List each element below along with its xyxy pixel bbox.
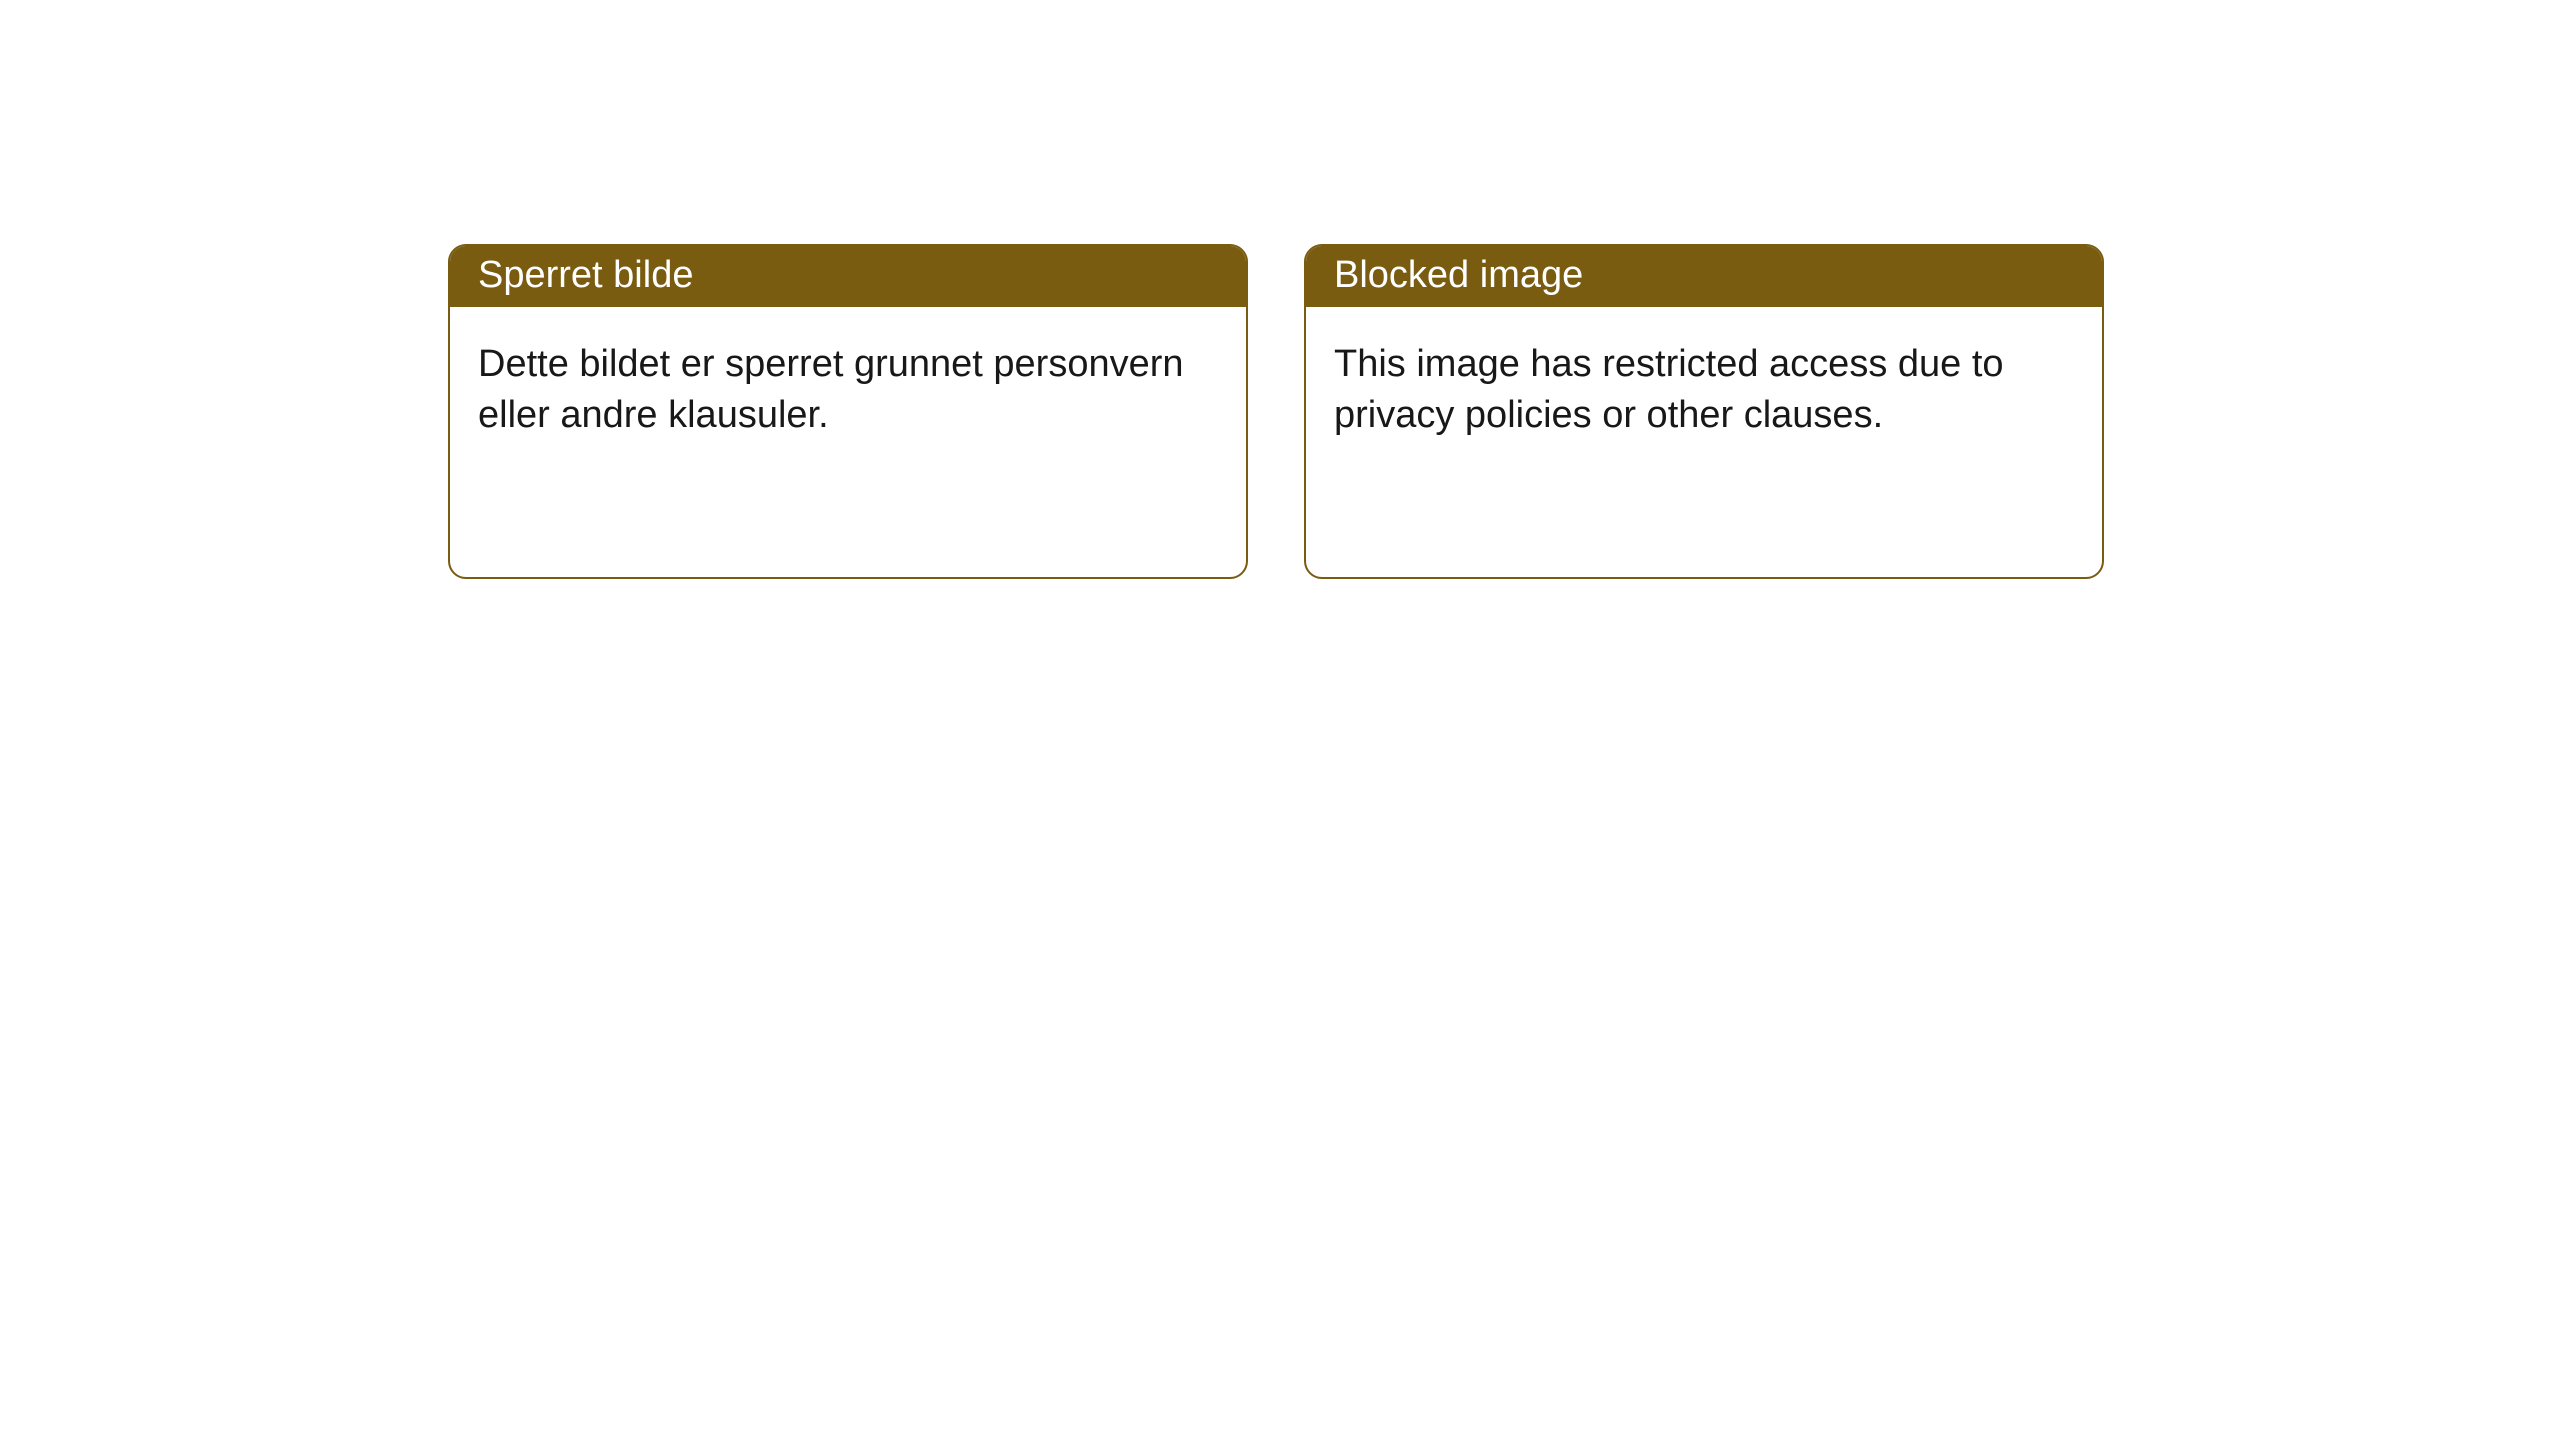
card-title-text: Sperret bilde [478, 254, 693, 296]
card-body: This image has restricted access due to … [1306, 307, 2102, 474]
card-header: Blocked image [1306, 246, 2102, 307]
card-body: Dette bildet er sperret grunnet personve… [450, 307, 1246, 474]
card-header: Sperret bilde [450, 246, 1246, 307]
card-body-text: Dette bildet er sperret grunnet personve… [478, 343, 1184, 436]
notice-cards-container: Sperret bilde Dette bildet er sperret gr… [0, 0, 2560, 579]
card-title-text: Blocked image [1334, 254, 1583, 296]
blocked-image-card-en: Blocked image This image has restricted … [1304, 244, 2104, 579]
blocked-image-card-no: Sperret bilde Dette bildet er sperret gr… [448, 244, 1248, 579]
card-body-text: This image has restricted access due to … [1334, 343, 2004, 436]
